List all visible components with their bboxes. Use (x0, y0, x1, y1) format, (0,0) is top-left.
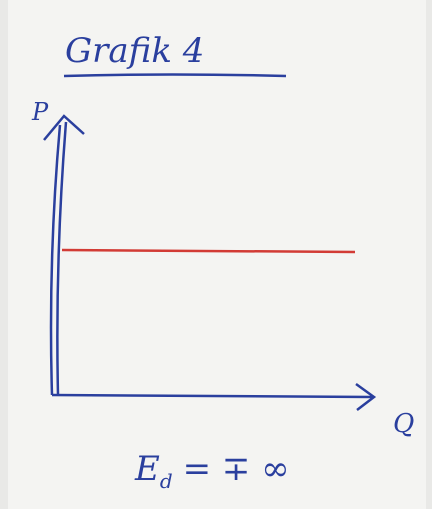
equation-rest: = ∓ ∞ (183, 449, 290, 489)
equation-subscript: d (160, 469, 173, 493)
page: {"header": {"title": "Grafik 4"}, "axes"… (0, 0, 432, 509)
title: Grafik 4 (65, 31, 204, 71)
sketch: Grafik 4 P Q Ed = ∓ ∞ (0, 0, 432, 509)
y-axis-label: P (31, 98, 49, 126)
x-axis-label: Q (393, 409, 414, 439)
equation: Ed = ∓ ∞ (134, 449, 290, 493)
equation-symbol: E (134, 449, 160, 489)
